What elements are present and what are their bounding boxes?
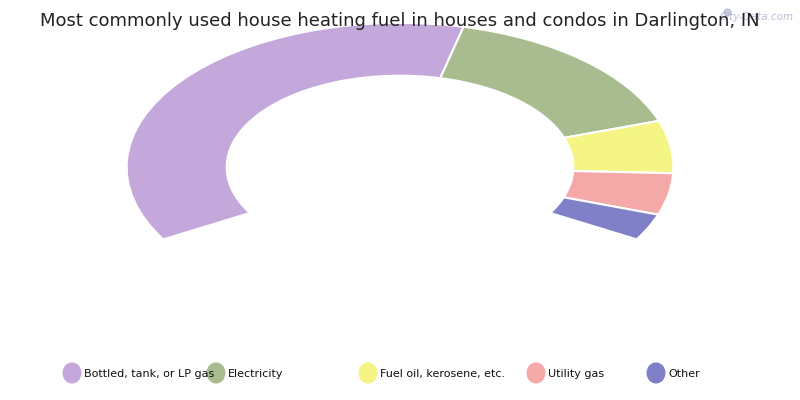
Text: Utility gas: Utility gas	[548, 369, 604, 379]
Wedge shape	[550, 197, 658, 239]
Ellipse shape	[207, 363, 225, 383]
Text: Most commonly used house heating fuel in houses and condos in Darlington, IN: Most commonly used house heating fuel in…	[40, 12, 760, 30]
Text: Other: Other	[668, 369, 700, 379]
Wedge shape	[564, 121, 674, 173]
Text: Electricity: Electricity	[228, 369, 283, 379]
Ellipse shape	[647, 363, 665, 383]
Wedge shape	[440, 27, 659, 138]
Text: Bottled, tank, or LP gas: Bottled, tank, or LP gas	[84, 369, 214, 379]
Wedge shape	[126, 23, 463, 239]
Wedge shape	[564, 171, 673, 215]
Ellipse shape	[527, 363, 545, 383]
Ellipse shape	[63, 363, 81, 383]
Text: City-Data.com: City-Data.com	[719, 12, 794, 22]
Ellipse shape	[359, 363, 377, 383]
Text: Fuel oil, kerosene, etc.: Fuel oil, kerosene, etc.	[380, 369, 505, 379]
